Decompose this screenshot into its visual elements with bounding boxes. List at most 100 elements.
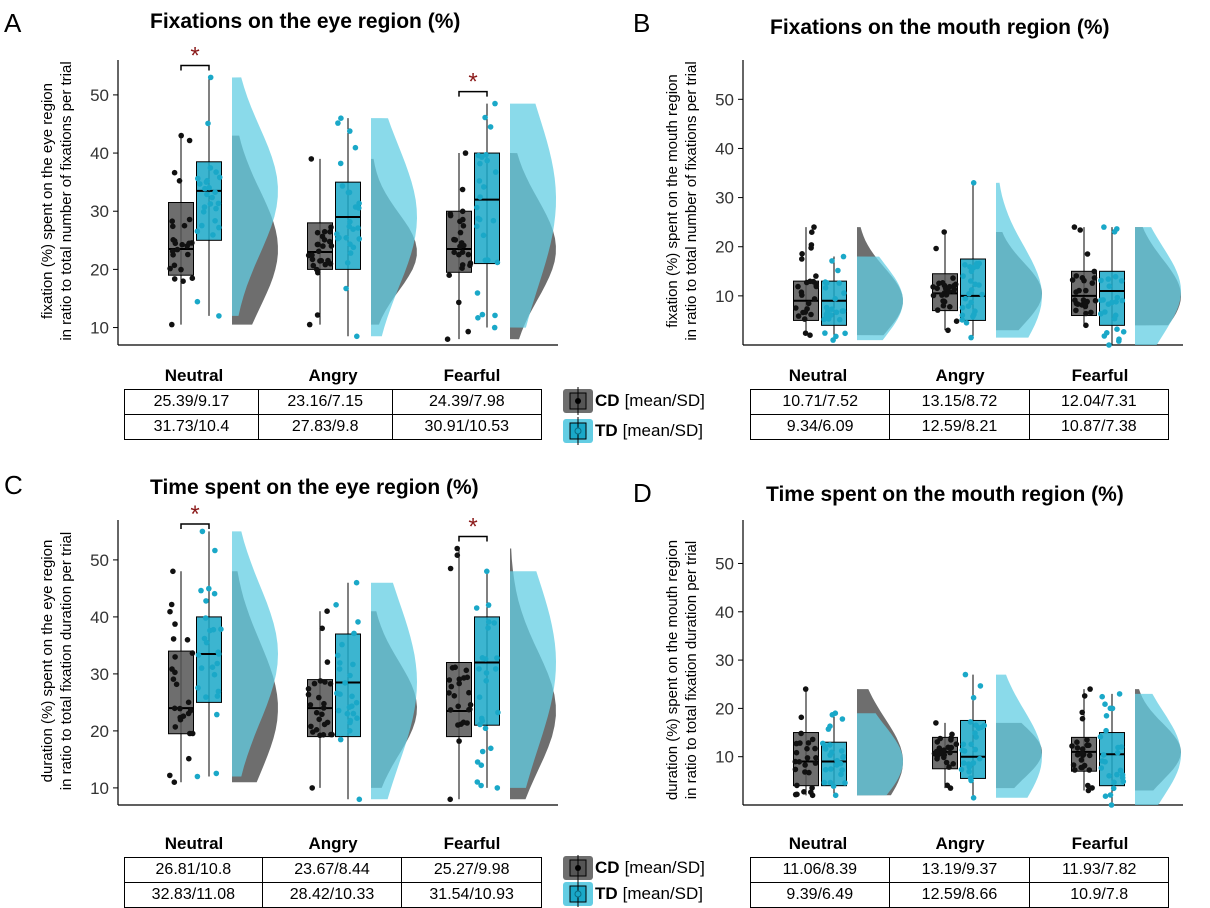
cd-data-point — [948, 737, 954, 743]
cd-data-point — [315, 248, 322, 255]
td-data-point — [1106, 342, 1112, 348]
td-data-point — [482, 725, 489, 732]
cd-data-point — [170, 223, 176, 230]
td-swatch-icon — [563, 417, 593, 445]
table-row-cd: 26.81/10.8 23.67/8.44 25.27/9.98 — [124, 857, 542, 883]
y-tick-label: 30 — [90, 202, 109, 221]
cd-data-point — [327, 681, 334, 687]
td-data-point — [346, 189, 353, 196]
td-data-point — [828, 312, 834, 318]
cd-data-point — [1084, 737, 1090, 743]
td-data-point — [833, 333, 839, 340]
cd-data-point — [809, 785, 815, 791]
td-data-point — [836, 280, 842, 286]
td-data-point — [829, 306, 835, 312]
td-data-point — [353, 579, 360, 586]
cd-data-point — [1075, 301, 1081, 307]
td-data-point — [839, 767, 845, 773]
td-data-point — [492, 666, 499, 672]
td-data-point — [841, 290, 847, 296]
td-data-point — [347, 128, 353, 134]
td-data-point — [356, 200, 362, 207]
cd-data-point — [1069, 743, 1075, 749]
cd-data-point — [795, 313, 802, 319]
td-data-point — [481, 184, 487, 190]
cd-data-point — [792, 758, 799, 765]
td-data-point — [1108, 802, 1115, 808]
td-data-point — [485, 619, 492, 625]
cd-data-point — [314, 229, 321, 236]
cd-data-point — [172, 240, 179, 247]
cd-data-point — [324, 719, 331, 726]
cd-data-point — [1081, 693, 1088, 699]
cd-data-point — [812, 760, 819, 766]
td-data-point — [350, 710, 357, 717]
cd-data-point — [945, 327, 951, 334]
category-label: Neutral — [164, 366, 224, 385]
cd-data-point — [455, 722, 461, 728]
cd-data-point — [456, 738, 462, 744]
td-data-point — [201, 204, 208, 210]
cd-data-point — [793, 749, 800, 756]
td-distribution — [996, 182, 1042, 338]
td-data-point — [1107, 792, 1114, 798]
td-data-point — [839, 716, 846, 722]
cd-data-point — [185, 710, 192, 717]
cd-data-point — [184, 637, 191, 643]
td-data-point — [204, 177, 210, 184]
table-cell: 9.39/6.49 — [750, 882, 890, 908]
cd-data-point — [444, 336, 451, 343]
cd-data-point — [1091, 275, 1098, 281]
td-distribution — [510, 571, 556, 788]
cd-data-point — [169, 666, 175, 672]
td-data-point — [1103, 713, 1110, 719]
legend-cd-group: CD — [595, 391, 620, 410]
td-data-point — [1098, 765, 1105, 771]
td-data-point — [842, 330, 848, 337]
table-row-cd: 10.71/7.52 13.15/8.72 12.04/7.31 — [749, 389, 1170, 415]
cd-data-point — [448, 683, 455, 690]
td-data-point — [968, 278, 974, 284]
legend-cd-label: [mean/SD] — [624, 391, 705, 410]
td-data-point — [346, 223, 353, 230]
td-data-point — [840, 308, 847, 314]
td-data-point — [491, 324, 498, 331]
panel-c-ylabel-line2: in ratio to total fixation duration per … — [58, 531, 75, 791]
table-cell: 25.39/9.17 — [124, 389, 259, 415]
cd-data-point — [328, 243, 335, 249]
cd-data-point — [947, 304, 953, 310]
cd-data-point — [940, 302, 947, 309]
td-data-point — [959, 312, 966, 318]
cd-data-point — [934, 739, 941, 745]
cd-data-point — [930, 292, 937, 299]
cd-data-point — [1083, 322, 1089, 329]
cd-data-point — [186, 137, 193, 144]
cd-data-point — [807, 278, 813, 285]
cd-data-point — [1083, 310, 1089, 317]
td-data-point — [1102, 701, 1108, 707]
cd-data-point — [178, 132, 184, 139]
cd-data-point — [804, 745, 810, 752]
td-data-point — [343, 285, 349, 292]
cd-data-point — [456, 680, 463, 687]
td-data-point — [207, 201, 214, 207]
td-data-point — [491, 620, 498, 626]
cd-data-point — [933, 748, 940, 755]
cd-data-point — [169, 218, 175, 224]
cd-data-point — [177, 705, 183, 712]
panel-a-ylabel: fixation (%) spent on the eye region in … — [38, 21, 76, 381]
panel-letter-c: C — [4, 470, 23, 500]
panel-c-plot: 10 20 30 40 50 * * — [90, 501, 558, 806]
cd-data-point — [796, 759, 803, 765]
cd-data-point — [174, 246, 181, 253]
cd-data-point — [189, 650, 196, 656]
td-data-point — [484, 157, 491, 164]
cd-data-point — [812, 745, 818, 752]
td-data-point — [339, 641, 345, 648]
td-data-point — [350, 244, 357, 251]
td-data-point — [1098, 277, 1104, 284]
cd-data-point — [1087, 686, 1093, 692]
td-data-point — [970, 694, 977, 701]
td-data-point — [478, 782, 484, 789]
td-data-point — [479, 748, 486, 755]
